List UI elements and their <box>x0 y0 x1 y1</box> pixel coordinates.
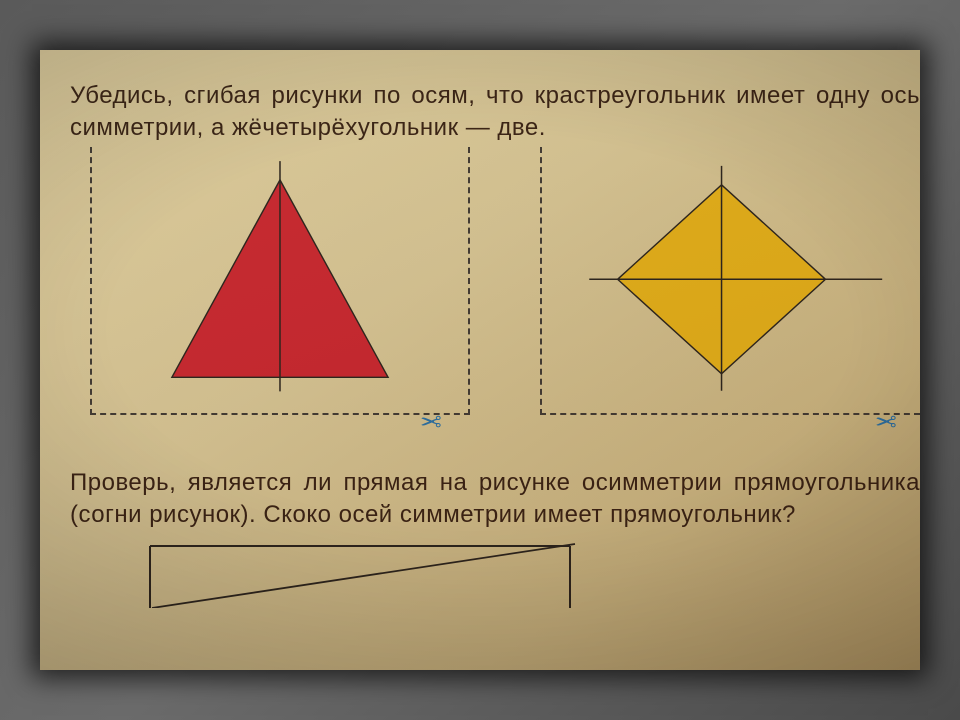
cut-box-triangle <box>90 147 470 415</box>
figures-row: ✂ ✂ <box>70 155 920 455</box>
rectangle-partial-figure <box>70 538 920 608</box>
paragraph-2: Проверь, является ли прямая на рисунке о… <box>70 467 920 532</box>
cut-box-diamond <box>540 147 920 415</box>
diamond-figure <box>542 147 920 400</box>
triangle-figure <box>92 147 468 399</box>
rect-diagonal <box>152 544 575 608</box>
scissors-icon: ✂ <box>420 407 442 438</box>
paragraph-1: Убедись, сгибая рисунки по осям, что кра… <box>70 80 920 145</box>
textbook-page: Убедись, сгибая рисунки по осям, что кра… <box>40 50 920 670</box>
scissors-icon: ✂ <box>875 407 897 438</box>
page-content: Убедись, сгибая рисунки по осям, что кра… <box>40 50 920 670</box>
slide-frame: Убедись, сгибая рисунки по осям, что кра… <box>40 50 920 670</box>
